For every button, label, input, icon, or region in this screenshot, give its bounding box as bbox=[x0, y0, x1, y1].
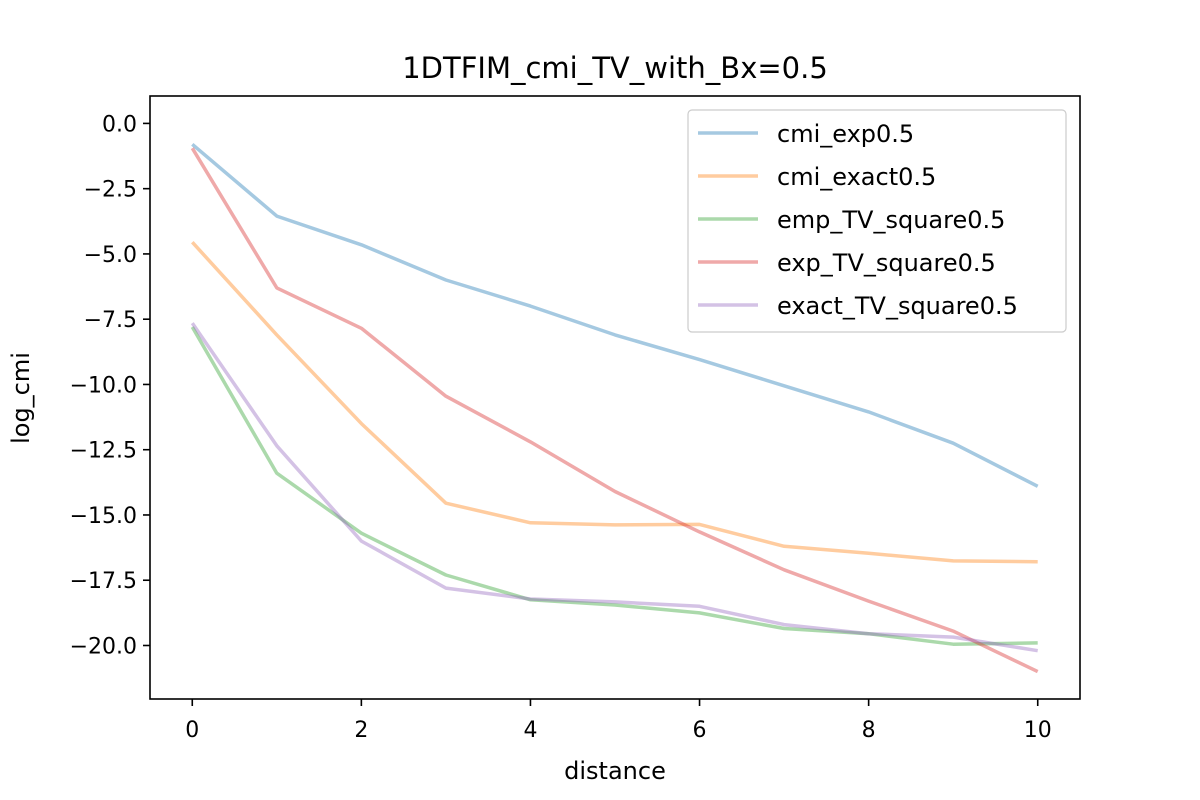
y-tick-label: −20.0 bbox=[70, 634, 137, 659]
legend-label-2: emp_TV_square0.5 bbox=[777, 206, 1005, 234]
y-axis: 0.0 −2.5 −5.0 −7.5 −10.0 −12.5 −15.0 −17.5 −20.0 bbox=[70, 112, 150, 659]
y-tick-label: −17.5 bbox=[70, 569, 137, 594]
y-axis-label: log_cmi bbox=[7, 352, 35, 444]
legend-label-1: cmi_exact0.5 bbox=[777, 163, 936, 191]
legend-label-3: exp_TV_square0.5 bbox=[777, 249, 996, 277]
x-axis-label: distance bbox=[564, 757, 666, 785]
x-tick-label: 4 bbox=[523, 718, 537, 743]
series-line-0 bbox=[191, 142, 1039, 488]
series-line-1 bbox=[191, 241, 1038, 564]
y-tick-label: −15.0 bbox=[70, 504, 137, 529]
y-tick-label: −12.5 bbox=[70, 439, 137, 464]
x-tick-label: 8 bbox=[862, 718, 876, 743]
y-tick-label: −2.5 bbox=[84, 178, 137, 203]
x-tick-label: 0 bbox=[185, 718, 199, 743]
x-tick-label: 10 bbox=[1024, 718, 1052, 743]
legend-label-4: exact_TV_square0.5 bbox=[777, 292, 1018, 320]
legend: cmi_exp0.5 cmi_exact0.5 emp_TV_square0.5ex… bbox=[687, 109, 1067, 333]
series-line-2 bbox=[190, 326, 1038, 646]
legend-frame bbox=[687, 109, 1067, 333]
plot-frame bbox=[149, 95, 1081, 700]
x-tick-label: 6 bbox=[693, 718, 707, 743]
chart-title: 1DTFIM_cmi_TV_with_Bx=0.5 bbox=[402, 51, 828, 85]
series-group bbox=[190, 142, 1039, 674]
series-line-4 bbox=[190, 322, 1038, 653]
y-tick-label: 0.0 bbox=[102, 112, 137, 137]
series-line-3 bbox=[190, 147, 1039, 674]
x-axis: 0 2 4 6 8 10 bbox=[185, 699, 1052, 743]
y-tick-label: −7.5 bbox=[84, 308, 137, 333]
x-tick-label: 2 bbox=[354, 718, 368, 743]
y-tick-label: −5.0 bbox=[84, 243, 137, 268]
legend-label-0: cmi_exp0.5 bbox=[777, 120, 914, 148]
y-tick-label: −10.0 bbox=[70, 373, 137, 398]
